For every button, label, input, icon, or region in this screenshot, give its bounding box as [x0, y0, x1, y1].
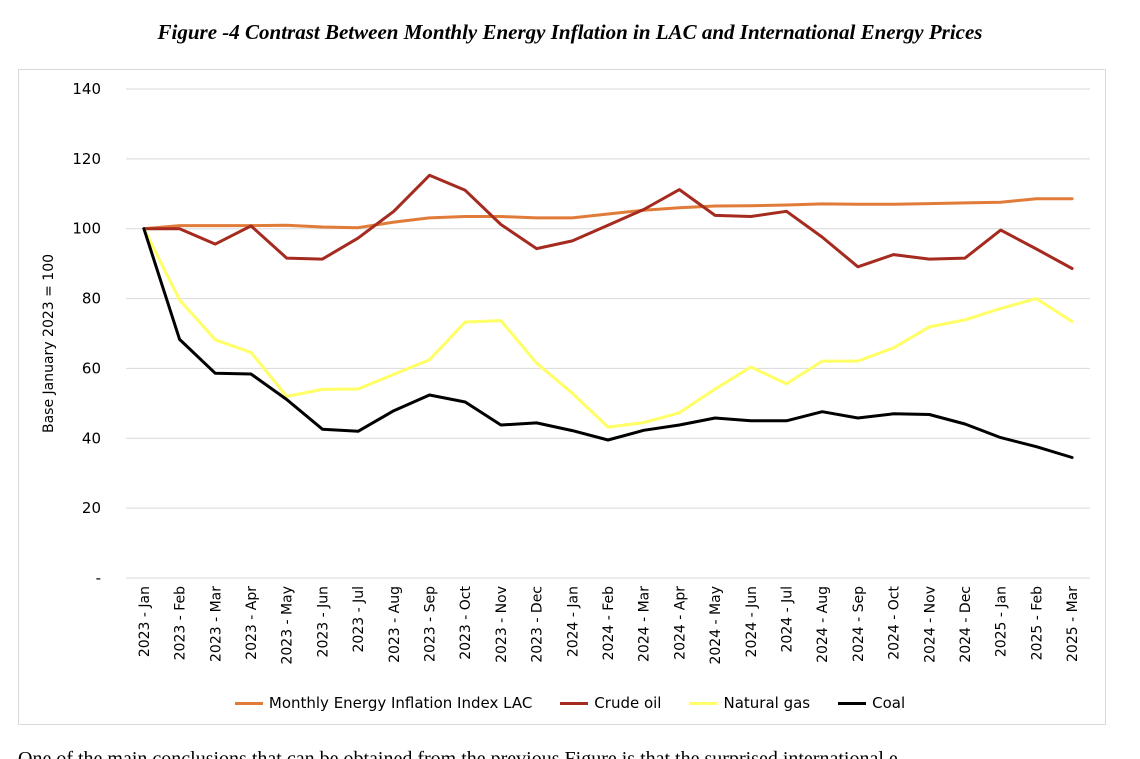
- x-tick-label: 2024 - May: [708, 586, 724, 665]
- legend-item: Crude oil: [560, 694, 661, 712]
- x-tick-label: 2023 - Jan: [137, 586, 153, 657]
- x-tick-label: 2024 - Jul: [780, 586, 796, 652]
- series-line-coal: [142, 227, 1074, 459]
- legend-item: Coal: [838, 694, 905, 712]
- x-tick-label: 2024 - Mar: [637, 586, 653, 662]
- y-tick-label: 40: [82, 429, 101, 447]
- x-tick-label: 2024 - Feb: [601, 586, 617, 660]
- y-axis-label: Base January 2023 = 100: [41, 254, 57, 433]
- x-tick-label: 2023 - Sep: [422, 586, 438, 662]
- legend-label: Monthly Energy Inflation Index LAC: [268, 694, 533, 712]
- y-tick-label: 140: [72, 80, 101, 98]
- x-tick-label: 2023 - Jun: [315, 586, 331, 657]
- x-tick-label: 2023 - Apr: [244, 586, 260, 660]
- x-tick-label: 2025 - Feb: [1029, 586, 1045, 660]
- x-tick-label: 2023 - Nov: [494, 586, 510, 663]
- legend-swatch: [560, 701, 589, 705]
- legend-item: Natural gas: [689, 694, 810, 712]
- x-tick-label: 2024 - Dec: [958, 586, 974, 663]
- legend-label: Crude oil: [594, 694, 662, 712]
- y-tick-label: 60: [82, 359, 101, 377]
- x-tick-label: 2024 - Nov: [922, 586, 938, 663]
- body-text: One of the main conclusions that can be …: [18, 748, 898, 759]
- x-tick-label: 2023 - Mar: [208, 586, 224, 662]
- legend-swatch: [838, 701, 867, 705]
- series-line-crude-oil: [142, 173, 1074, 270]
- x-tick-label: 2023 - Oct: [458, 585, 474, 659]
- y-tick-label: -: [96, 569, 101, 587]
- y-tick-label: 20: [82, 499, 101, 517]
- legend-label: Natural gas: [723, 694, 811, 712]
- x-tick-label: 2024 - Jun: [744, 586, 760, 657]
- figure-title: Figure -4 Contrast Between Monthly Energ…: [157, 20, 983, 44]
- x-tick-label: 2025 - Mar: [1065, 586, 1081, 662]
- legend-item: Monthly Energy Inflation Index LAC: [234, 694, 533, 712]
- legend-swatch: [234, 701, 263, 705]
- x-tick-label: 2023 - Feb: [173, 586, 189, 660]
- x-tick-label: 2024 - Jan: [565, 586, 581, 657]
- x-tick-label: 2023 - Jul: [351, 586, 367, 652]
- x-tick-label: 2023 - Aug: [387, 586, 403, 663]
- x-tick-label: 2024 - Apr: [672, 586, 688, 660]
- series-line-natural-gas: [142, 227, 1074, 429]
- x-tick-label: 2023 - Dec: [530, 586, 546, 663]
- y-tick-label: 120: [72, 150, 101, 168]
- y-tick-label: 80: [82, 290, 101, 308]
- y-tick-label: 100: [72, 220, 101, 238]
- series-line-monthly-energy-inflation-index-lac: [142, 197, 1074, 231]
- legend-swatch: [689, 701, 718, 705]
- x-tick-label: 2024 - Aug: [815, 586, 831, 663]
- x-tick-label: 2024 - Oct: [887, 585, 903, 659]
- x-tick-label: 2024 - Sep: [851, 586, 867, 662]
- legend-label: Coal: [872, 694, 906, 712]
- x-tick-label: 2025 - Jan: [994, 586, 1010, 657]
- chart-legend: Monthly Energy Inflation Index LAC Crude …: [0, 692, 1140, 714]
- chart-frame: [18, 69, 1106, 725]
- x-tick-label: 2023 - May: [280, 586, 296, 665]
